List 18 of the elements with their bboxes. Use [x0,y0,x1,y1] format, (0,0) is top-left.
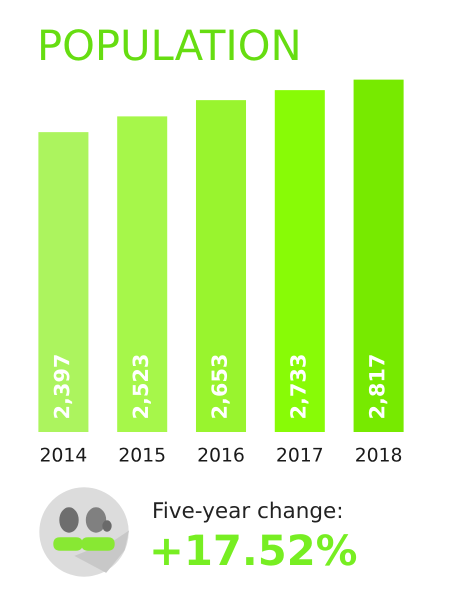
text: +17.52% [153,534,356,566]
x-tick-label: 2018 [356,448,402,462]
data-label: 2,397 [54,355,72,418]
x-tick-label: 2015 [120,448,164,462]
x-tick-label: 2017 [277,448,322,462]
bar [196,100,246,432]
data-label: 2,653 [211,355,230,418]
bar [38,132,88,432]
data-label: 2,733 [290,355,309,418]
bar [354,80,404,432]
data-label: 2,523 [132,355,151,418]
chart-title: POPULATION [41,29,298,61]
bar [117,116,168,432]
data-label: 2,817 [368,355,388,418]
text: Five-year change: [154,502,342,522]
x-tick-label: 2016 [198,448,244,462]
x-tick-label: 2014 [40,448,86,462]
bar [274,90,325,432]
